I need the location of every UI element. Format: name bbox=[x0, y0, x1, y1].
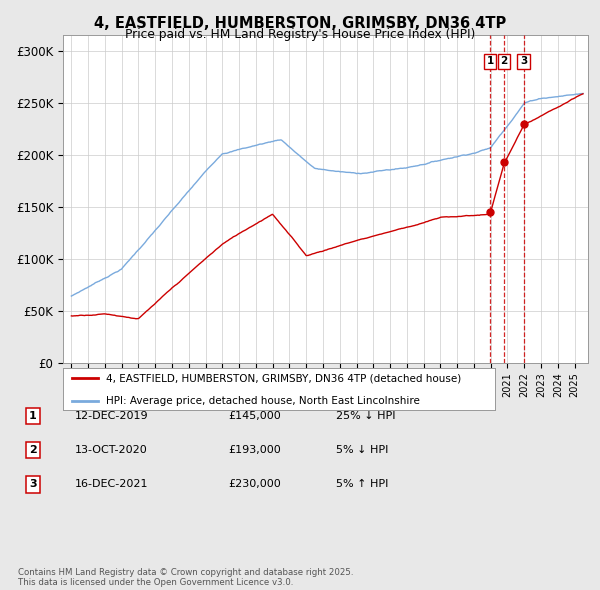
Text: 4, EASTFIELD, HUMBERSTON, GRIMSBY, DN36 4TP (detached house): 4, EASTFIELD, HUMBERSTON, GRIMSBY, DN36 … bbox=[106, 373, 461, 383]
Text: 1: 1 bbox=[487, 57, 494, 67]
Text: HPI: Average price, detached house, North East Lincolnshire: HPI: Average price, detached house, Nort… bbox=[106, 396, 420, 406]
Text: 16-DEC-2021: 16-DEC-2021 bbox=[75, 480, 149, 489]
Text: £193,000: £193,000 bbox=[228, 445, 281, 455]
Text: 5% ↓ HPI: 5% ↓ HPI bbox=[336, 445, 388, 455]
Text: 3: 3 bbox=[520, 57, 527, 67]
Text: 2: 2 bbox=[29, 445, 37, 455]
Text: 25% ↓ HPI: 25% ↓ HPI bbox=[336, 411, 395, 421]
Text: 12-DEC-2019: 12-DEC-2019 bbox=[75, 411, 149, 421]
Text: 2: 2 bbox=[500, 57, 508, 67]
Text: £230,000: £230,000 bbox=[228, 480, 281, 489]
Text: £145,000: £145,000 bbox=[228, 411, 281, 421]
Text: 13-OCT-2020: 13-OCT-2020 bbox=[75, 445, 148, 455]
Text: 3: 3 bbox=[29, 480, 37, 489]
Text: 1: 1 bbox=[29, 411, 37, 421]
Text: Price paid vs. HM Land Registry's House Price Index (HPI): Price paid vs. HM Land Registry's House … bbox=[125, 28, 475, 41]
Text: Contains HM Land Registry data © Crown copyright and database right 2025.
This d: Contains HM Land Registry data © Crown c… bbox=[18, 568, 353, 587]
Text: 4, EASTFIELD, HUMBERSTON, GRIMSBY, DN36 4TP: 4, EASTFIELD, HUMBERSTON, GRIMSBY, DN36 … bbox=[94, 16, 506, 31]
Text: 5% ↑ HPI: 5% ↑ HPI bbox=[336, 480, 388, 489]
